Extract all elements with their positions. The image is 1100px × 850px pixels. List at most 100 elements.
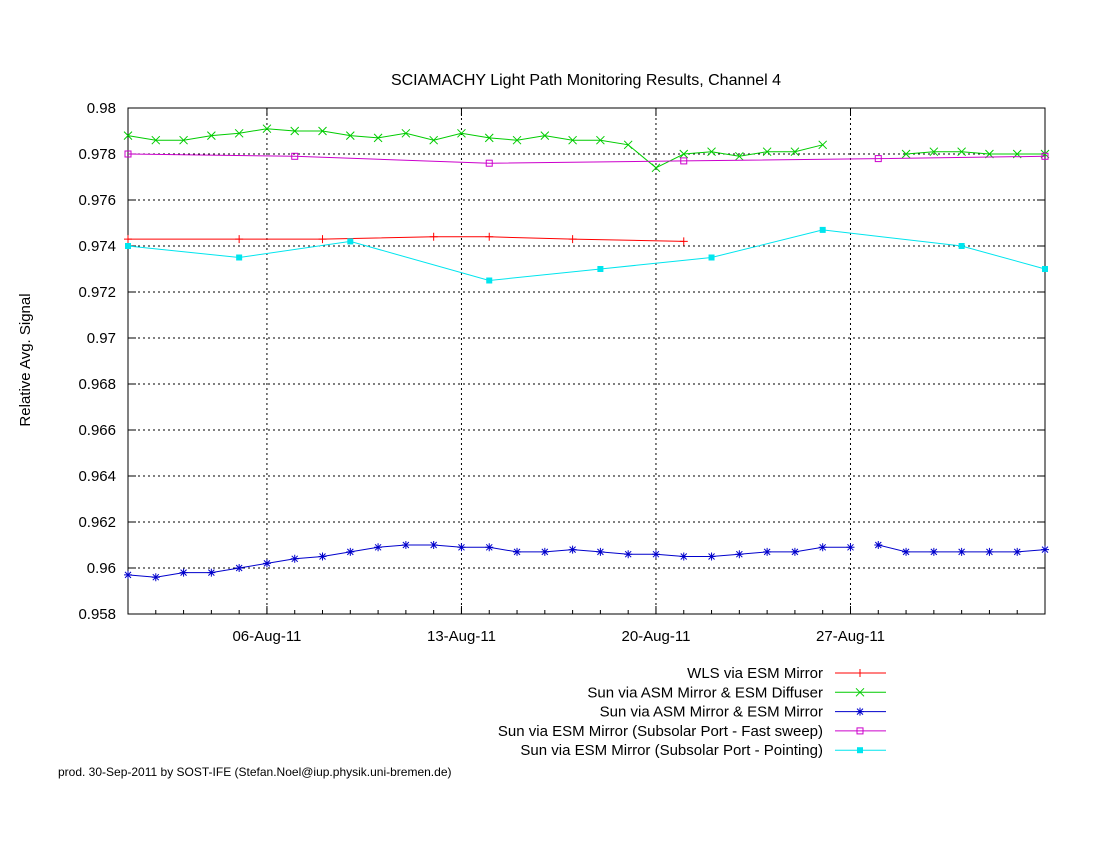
data-point xyxy=(568,545,577,554)
y-tick-label: 0.958 xyxy=(78,606,116,623)
series-line xyxy=(127,229,1046,282)
data-point xyxy=(957,147,966,157)
data-point xyxy=(790,147,800,157)
data-point xyxy=(707,552,716,561)
data-point xyxy=(596,135,605,145)
legend-label: WLS via ESM Mirror xyxy=(687,665,823,682)
y-tick-label: 0.978 xyxy=(78,146,116,163)
data-point xyxy=(318,552,327,561)
x-tick-label: 20-Aug-11 xyxy=(622,628,691,645)
y-tick-label: 0.976 xyxy=(78,192,116,209)
data-point xyxy=(568,135,577,145)
y-axis-label: Relative Avg. Signal xyxy=(17,293,34,426)
data-point xyxy=(958,243,965,249)
data-point xyxy=(345,131,355,140)
data-point xyxy=(318,235,327,244)
plot-area xyxy=(123,124,1050,582)
data-point xyxy=(623,140,633,150)
data-point xyxy=(457,128,466,138)
data-point xyxy=(124,150,132,158)
data-point xyxy=(540,547,549,556)
data-point xyxy=(818,543,827,552)
data-point xyxy=(124,235,132,244)
data-point xyxy=(819,226,826,233)
data-point xyxy=(540,131,550,140)
data-point xyxy=(568,235,577,244)
data-point xyxy=(429,541,438,549)
y-tick-label: 0.98 xyxy=(87,100,116,117)
series-line xyxy=(127,128,1045,169)
data-point xyxy=(902,547,911,556)
footer-credit: prod. 30-Sep-2011 by SOST-IFE (Stefan.No… xyxy=(58,765,452,779)
data-point xyxy=(1041,152,1049,160)
legend-marker xyxy=(856,669,864,677)
legend-label: Sun via ESM Mirror (Subsolar Port - Fast… xyxy=(498,723,823,740)
legend-label: Sun via ASM Mirror & ESM Diffuser xyxy=(587,684,823,701)
y-tick-label: 0.97 xyxy=(87,330,116,347)
data-point xyxy=(123,131,133,140)
series-4 xyxy=(125,226,1048,284)
legend-label: Sun via ASM Mirror & ESM Mirror xyxy=(600,704,823,721)
data-point xyxy=(985,547,994,556)
data-point xyxy=(762,147,772,157)
data-point xyxy=(262,559,271,568)
data-point xyxy=(429,232,438,241)
data-point xyxy=(457,543,466,552)
data-point xyxy=(290,554,299,563)
series-0 xyxy=(124,232,688,246)
data-point xyxy=(1013,547,1022,556)
data-point xyxy=(679,552,688,561)
series-line xyxy=(128,236,684,242)
data-point xyxy=(1041,545,1049,554)
legend-marker xyxy=(855,687,865,697)
y-tick-label: 0.962 xyxy=(78,514,116,531)
data-point xyxy=(596,547,605,556)
series-line xyxy=(127,153,1046,164)
legend-marker xyxy=(856,727,864,735)
data-point xyxy=(929,547,938,556)
data-point xyxy=(708,254,715,261)
data-point xyxy=(484,133,494,143)
data-point xyxy=(707,147,716,157)
data-point xyxy=(318,126,327,136)
x-axis: 06-Aug-11 13-Aug-11 20-Aug-11 27-Aug-11 xyxy=(127,108,1046,645)
data-point xyxy=(818,140,828,150)
chart-title: SCIAMACHY Light Path Monitoring Results,… xyxy=(391,72,781,89)
data-point xyxy=(651,550,660,559)
data-point xyxy=(291,152,299,160)
data-point xyxy=(346,547,355,556)
data-point xyxy=(235,564,244,572)
data-point xyxy=(1042,266,1048,272)
grid xyxy=(128,108,1045,614)
data-point xyxy=(874,541,883,549)
data-point xyxy=(151,135,161,145)
data-point xyxy=(901,149,911,159)
data-point xyxy=(874,155,882,163)
data-point xyxy=(734,151,744,161)
data-point xyxy=(512,135,522,145)
data-point xyxy=(124,570,132,579)
data-point xyxy=(234,128,244,138)
legend-marker xyxy=(856,707,864,716)
data-point xyxy=(236,254,243,261)
y-tick-label: 0.96 xyxy=(87,560,116,577)
y-tick-label: 0.974 xyxy=(78,238,116,255)
x-tick-label: 27-Aug-11 xyxy=(816,628,885,645)
data-point xyxy=(290,126,300,136)
data-point xyxy=(929,147,939,157)
data-point xyxy=(262,124,272,134)
data-point xyxy=(679,237,688,246)
plot-frame xyxy=(127,107,1046,615)
data-point xyxy=(485,159,493,167)
x-tick-label: 06-Aug-11 xyxy=(232,628,301,645)
x-tick-label: 13-Aug-11 xyxy=(427,628,496,645)
data-point xyxy=(624,550,633,559)
y-axis: 0.958 0.96 0.962 0.964 0.966 0.968 0.97 0.972 0.… xyxy=(78,100,1045,623)
data-point xyxy=(235,235,244,244)
data-point xyxy=(207,568,216,577)
data-point xyxy=(429,135,439,145)
data-point xyxy=(207,131,216,140)
data-point xyxy=(179,568,188,577)
data-point xyxy=(680,157,688,165)
legend-marker xyxy=(857,747,863,754)
